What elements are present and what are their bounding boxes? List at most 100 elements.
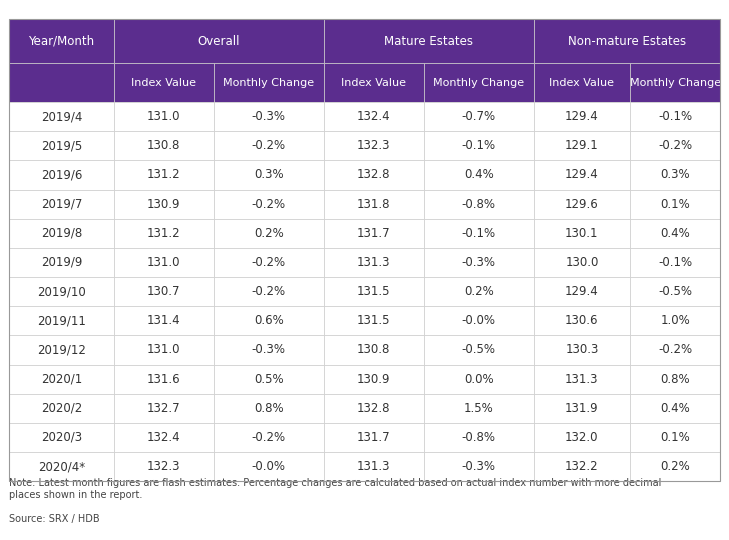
Bar [534,219,630,248]
Bar [324,277,424,306]
Bar [630,394,720,423]
Bar [424,63,534,102]
Bar [214,277,324,306]
Bar [324,306,424,335]
Bar [534,452,630,481]
Bar [534,306,630,335]
Bar [9,335,114,364]
Text: -0.2%: -0.2% [252,285,286,298]
Bar [534,248,630,277]
Bar [324,452,424,481]
Bar [214,394,324,423]
Text: -0.1%: -0.1% [658,110,692,123]
Bar [114,364,214,394]
Text: 2019/12: 2019/12 [37,343,86,356]
Text: Monthly Change: Monthly Change [223,78,314,87]
Bar [534,102,630,131]
Text: 132.8: 132.8 [357,402,391,415]
Text: 130.7: 130.7 [147,285,181,298]
Text: 0.8%: 0.8% [660,373,690,386]
Bar [630,364,720,394]
Text: 129.4: 129.4 [565,110,599,123]
Bar [324,160,424,190]
Bar [214,423,324,452]
Bar [114,219,214,248]
Text: 2019/10: 2019/10 [37,285,86,298]
Text: 0.6%: 0.6% [254,314,284,327]
Text: Non-mature Estates: Non-mature Estates [568,35,686,48]
Text: 0.2%: 0.2% [660,460,690,473]
Text: 130.6: 130.6 [565,314,599,327]
Bar [214,160,324,190]
Text: 131.4: 131.4 [147,314,181,327]
Text: 2019/6: 2019/6 [41,168,82,181]
Text: 2019/9: 2019/9 [41,256,82,269]
Bar [114,102,214,131]
Bar [214,364,324,394]
Text: 0.3%: 0.3% [660,168,690,181]
Bar [424,335,534,364]
Bar [214,306,324,335]
Bar [214,335,324,364]
Text: -0.3%: -0.3% [252,343,286,356]
Bar [9,394,114,423]
Bar [324,131,424,160]
Bar [424,394,534,423]
Text: 1.0%: 1.0% [660,314,690,327]
Text: -0.3%: -0.3% [461,256,496,269]
Text: -0.2%: -0.2% [252,256,286,269]
Text: 2019/4: 2019/4 [41,110,82,123]
Text: 2019/5: 2019/5 [41,139,82,152]
Text: -0.5%: -0.5% [461,343,496,356]
Bar [630,219,720,248]
Bar [630,306,720,335]
Bar [214,248,324,277]
Bar [9,190,114,219]
Text: -0.8%: -0.8% [461,198,496,211]
Bar [9,452,114,481]
Text: Monthly Change: Monthly Change [433,78,524,87]
Text: Note: Latest month figures are flash estimates. Percentage changes are calculate: Note: Latest month figures are flash est… [9,478,661,500]
Bar [324,63,424,102]
Bar [214,63,324,102]
Text: -0.7%: -0.7% [461,110,496,123]
Text: Year/Month: Year/Month [28,35,95,48]
Bar [630,131,720,160]
Text: -0.8%: -0.8% [461,431,496,444]
Text: Source: SRX / HDB: Source: SRX / HDB [9,514,99,524]
Text: -0.0%: -0.0% [461,314,496,327]
Text: -0.1%: -0.1% [461,139,496,152]
Text: 132.0: 132.0 [565,431,599,444]
Text: 131.0: 131.0 [147,110,181,123]
Bar [114,452,214,481]
Text: -0.3%: -0.3% [252,110,286,123]
Bar [424,248,534,277]
Text: 129.4: 129.4 [565,285,599,298]
Bar [630,102,720,131]
Bar [114,160,214,190]
Bar [214,102,324,131]
Bar [630,160,720,190]
Text: 2020/3: 2020/3 [41,431,82,444]
Text: 130.0: 130.0 [565,256,599,269]
Text: 132.2: 132.2 [565,460,599,473]
Text: 131.9: 131.9 [565,402,599,415]
Bar [630,452,720,481]
Text: Overall: Overall [198,35,241,48]
Bar [9,306,114,335]
Text: 130.9: 130.9 [147,198,181,211]
Text: 130.9: 130.9 [357,373,391,386]
Bar [424,423,534,452]
Text: -0.5%: -0.5% [658,285,692,298]
Text: -0.2%: -0.2% [252,198,286,211]
Text: 132.3: 132.3 [147,460,181,473]
Text: 0.1%: 0.1% [660,431,690,444]
Bar [534,277,630,306]
Text: 0.4%: 0.4% [660,402,690,415]
Bar [424,219,534,248]
Bar [9,19,720,481]
Text: 131.8: 131.8 [357,198,391,211]
Bar [9,248,114,277]
Bar [424,131,534,160]
Text: 131.3: 131.3 [357,460,391,473]
